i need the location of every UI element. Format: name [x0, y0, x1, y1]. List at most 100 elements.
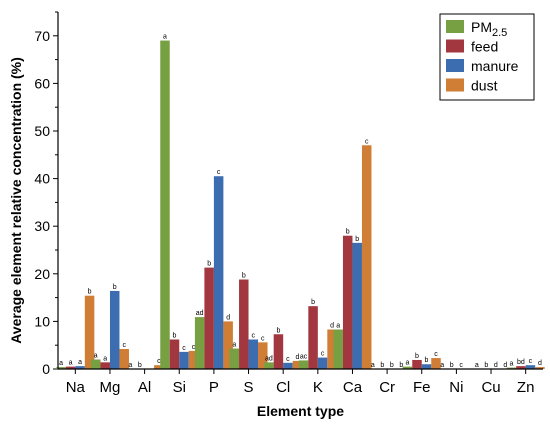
bar-dust-si [188, 350, 199, 369]
significance-label: b [399, 362, 403, 369]
legend-label-manure: manure [471, 58, 519, 74]
significance-label: b [311, 299, 315, 306]
bar-dust-mg [119, 349, 129, 369]
significance-label: b [415, 353, 419, 360]
bar-feed-zn [516, 366, 526, 369]
bar-dust-p [223, 321, 233, 369]
bar-dust-s [258, 342, 268, 369]
legend-label-feed: feed [471, 39, 498, 55]
significance-label: b [113, 284, 117, 291]
y-tick-labels: 0 10 20 30 40 50 60 70 [34, 28, 50, 377]
significance-label: d [494, 362, 498, 369]
significance-label: b [138, 362, 142, 369]
significance-label: ad [265, 355, 273, 362]
significance-label: c [182, 345, 186, 352]
x-category-label: Cu [481, 379, 500, 396]
x-category-label: Al [138, 379, 151, 396]
significance-label: a [128, 362, 132, 369]
bar-feed-cl [273, 334, 284, 369]
significance-label: b [346, 229, 350, 236]
bar-feed-p [204, 267, 214, 369]
bar-pm-si [160, 40, 170, 370]
bar-pm-cl [264, 362, 274, 369]
significance-label: d [538, 360, 542, 367]
significance-label: b [484, 362, 488, 369]
x-axis-title: Element type [257, 403, 344, 419]
bar-dust-k [327, 329, 337, 369]
y-tick-label: 60 [34, 75, 50, 91]
significance-label: a [232, 342, 236, 349]
significance-label: c [321, 351, 325, 358]
significance-label: c [122, 342, 126, 349]
significance-label: b [380, 362, 384, 369]
significance-label: b [450, 362, 454, 369]
bar-manure-s [248, 339, 259, 369]
legend-label-dust: dust [471, 78, 498, 94]
significance-label: d [295, 354, 299, 361]
bar-pm-na [56, 367, 66, 369]
x-category-label: Fe [413, 379, 431, 396]
significance-label: d [503, 362, 507, 369]
y-tick-label: 50 [34, 123, 50, 139]
legend-swatch-dust [446, 78, 464, 92]
x-category-label: Mg [100, 379, 121, 396]
y-axis-title: Average element relative concentration (… [8, 57, 24, 344]
significance-label: a [509, 361, 513, 368]
significance-label: b [425, 357, 429, 364]
y-tick-label: 40 [34, 171, 50, 187]
significance-label: c [252, 332, 256, 339]
bar-manure-k [317, 357, 328, 369]
x-category-label: Si [173, 379, 186, 396]
significance-label: a [163, 34, 167, 41]
x-category-label: Cl [276, 379, 290, 396]
significance-label: bd [517, 359, 525, 366]
axes [57, 12, 543, 370]
significance-label: c [434, 351, 438, 358]
significance-label: a [94, 352, 98, 359]
bar-pm-zn [506, 367, 517, 369]
legend-swatch-feed [446, 39, 464, 53]
significance-label: c [286, 356, 290, 363]
significance-label: ac [300, 353, 308, 360]
y-tick-label: 0 [42, 361, 50, 377]
x-category-label: Zn [517, 379, 535, 396]
x-category-label: K [313, 379, 323, 396]
significance-label: a [371, 362, 375, 369]
x-category-label: Ca [343, 379, 363, 396]
significance-label: b [88, 289, 92, 296]
significance-label: a [440, 362, 444, 369]
bar-dust-na [84, 295, 95, 369]
bar-dust-cl [292, 360, 303, 369]
significance-label: c [192, 344, 196, 351]
significance-label: a [336, 322, 340, 329]
significance-label: b [242, 273, 246, 280]
bars [56, 40, 545, 370]
bar-feed-si [169, 339, 180, 369]
significance-label: c [157, 358, 161, 365]
significance-label: c [529, 358, 533, 365]
significance-label: b [355, 236, 359, 243]
bar-feed-s [239, 279, 249, 369]
legend-swatch-manure [446, 59, 464, 72]
bar-pm-p [194, 317, 205, 369]
significance-label: a [406, 360, 410, 367]
legend-subscript: 2.5 [492, 27, 507, 39]
significance-label: b [207, 261, 211, 268]
significance-label: ad [196, 310, 204, 317]
bar-manure-ca [352, 242, 362, 369]
significance-label: c [217, 169, 221, 176]
bar-pm-mg [90, 359, 101, 369]
significance-label: a [59, 360, 63, 367]
significance-label: b [390, 362, 394, 369]
x-category-label: S [244, 379, 254, 396]
bar-manure-zn [525, 365, 536, 369]
legend-swatch-pm [446, 20, 464, 33]
significance-label: a [69, 360, 73, 367]
bar-pm-fe [402, 366, 413, 369]
significance-label: c [459, 362, 463, 369]
significance-label: a [103, 355, 107, 362]
bar-manure-p [213, 176, 224, 369]
